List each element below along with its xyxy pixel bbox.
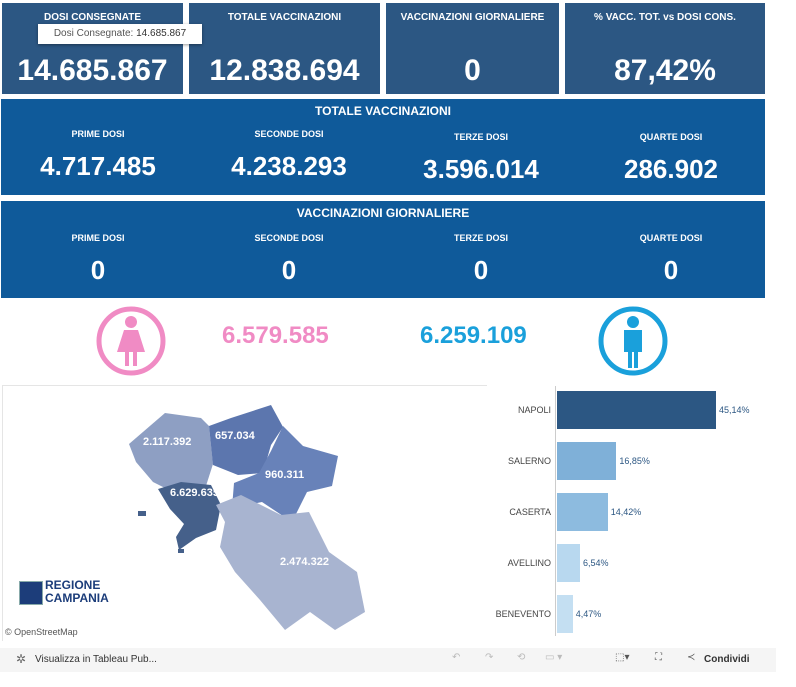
- cell-value: 0: [90, 255, 106, 285]
- cell-quarte: QUARTE DOSI 286.902: [576, 132, 766, 185]
- cell-label: QUARTE DOSI: [639, 233, 703, 243]
- bar-axis-line: [555, 386, 556, 636]
- cell-value: 4.717.485: [40, 151, 156, 181]
- tableau-icon: ✲: [16, 652, 27, 666]
- share-icon: ≺: [687, 652, 696, 663]
- bar-label: CASERTA: [509, 507, 551, 517]
- pause-icon[interactable]: ▭ ▾: [545, 652, 563, 663]
- panel-title: VACCINAZIONI GIORNALIERE: [296, 206, 470, 220]
- kpi-vaccinazioni-giornaliere[interactable]: VACCINAZIONI GIORNALIERE 0: [386, 3, 559, 94]
- bar-value-label: 45,14%: [719, 405, 750, 415]
- map-label-avellino: 960.311: [265, 469, 305, 481]
- bar[interactable]: [557, 442, 617, 480]
- cell-value: 0: [281, 255, 297, 285]
- cell-value: 4.238.293: [231, 151, 347, 181]
- cell-value: 0: [473, 255, 489, 285]
- bar-value-label: 14,42%: [610, 507, 642, 517]
- province-caserta: [129, 413, 213, 493]
- cell-value: 3.596.014: [423, 154, 539, 184]
- cell-prime: PRIME DOSI 4.717.485: [3, 129, 193, 182]
- bar-value-label: 16,85%: [619, 456, 650, 466]
- province-benevento: [209, 405, 283, 475]
- kpi-value: 14.685.867: [17, 54, 168, 87]
- share-button[interactable]: Condividi: [704, 654, 750, 665]
- kpi-dosi-consegnate[interactable]: DOSI CONSEGNATE 14.685.867: [2, 3, 183, 94]
- cell-quarte: QUARTE DOSI 0: [576, 233, 766, 286]
- cell-label: SECONDE DOSI: [254, 233, 324, 243]
- cell-label: PRIME DOSI: [71, 233, 125, 243]
- cell-label: TERZE DOSI: [453, 233, 508, 243]
- cell-prime: PRIME DOSI 0: [3, 233, 193, 286]
- bar[interactable]: [557, 391, 716, 429]
- vaccinazioni-giornaliere-panel: VACCINAZIONI GIORNALIERE PRIME DOSI 0 SEC…: [1, 201, 765, 298]
- bar-label: AVELLINO: [507, 558, 551, 568]
- download-icon[interactable]: ⬚▾: [615, 652, 630, 663]
- map[interactable]: 2.117.392 657.034 960.311 6.629.635 2.47…: [2, 385, 487, 641]
- map-label-benevento: 657.034: [215, 430, 255, 442]
- bar-value-label: 4,47%: [575, 609, 602, 619]
- kpi-value: 87,42%: [614, 54, 716, 87]
- kpi-percentuale[interactable]: % VACC. TOT. vs DOSI CONS. 87,42%: [565, 3, 765, 94]
- kpi-title: VACCINAZIONI GIORNALIERE: [400, 12, 545, 23]
- bar-label: SALERNO: [507, 456, 551, 466]
- kpi-title: TOTALE VACCINAZIONI: [227, 12, 342, 23]
- map-label-salerno: 2.474.322: [280, 556, 329, 568]
- cell-terze: TERZE DOSI 0: [386, 233, 576, 286]
- male-count: 6.259.109: [420, 322, 527, 349]
- fullscreen-icon[interactable]: ⛶: [655, 652, 662, 663]
- bar-label: BENEVENTO: [495, 609, 551, 619]
- totale-vaccinazioni-panel: TOTALE VACCINAZIONI PRIME DOSI 4.717.485 …: [1, 99, 765, 195]
- redo-icon[interactable]: ↷: [485, 652, 494, 663]
- panel-title: TOTALE VACCINAZIONI: [315, 104, 451, 118]
- revert-icon[interactable]: ⟲: [517, 652, 526, 663]
- map-attribution[interactable]: © OpenStreetMap: [5, 627, 78, 637]
- cell-label: SECONDE DOSI: [254, 129, 324, 139]
- campania-map[interactable]: [3, 386, 487, 641]
- tooltip-label: Dosi Consegnate:: [53, 28, 134, 39]
- bar[interactable]: [557, 493, 608, 531]
- cell-terze: TERZE DOSI 3.596.014: [386, 132, 576, 185]
- logo-line-1: REGIONE: [45, 578, 101, 592]
- regione-campania-logo: REGIONE CAMPANIA: [18, 579, 118, 609]
- province-avellino: [232, 426, 338, 522]
- undo-icon[interactable]: ↶: [452, 652, 461, 663]
- cell-seconde: SECONDE DOSI 0: [194, 233, 384, 286]
- female-icon: [96, 306, 166, 376]
- province-salerno: [216, 495, 365, 630]
- tooltip: Dosi Consegnate: 14.685.867: [38, 24, 202, 44]
- logo-line-2: CAMPANIA: [45, 591, 109, 605]
- kpi-totale-vaccinazioni[interactable]: TOTALE VACCINAZIONI 12.838.694: [189, 3, 380, 94]
- bar[interactable]: [557, 544, 581, 582]
- bar[interactable]: [557, 595, 573, 633]
- cell-label: QUARTE DOSI: [639, 132, 703, 142]
- cell-label: TERZE DOSI: [453, 132, 508, 142]
- map-label-caserta: 2.117.392: [143, 436, 192, 448]
- tooltip-value: 14.685.867: [136, 28, 187, 39]
- female-count: 6.579.585: [222, 322, 329, 349]
- cell-seconde: SECONDE DOSI 4.238.293: [194, 129, 384, 182]
- bar-label: NAPOLI: [517, 405, 551, 415]
- kpi-title: DOSI CONSEGNATE: [43, 12, 142, 23]
- bar-value-label: 6,54%: [583, 558, 609, 568]
- province-napoli: [138, 482, 221, 553]
- tableau-toolbar: ✲ Visualizza in Tableau Pub... ↶ ↷ ⟲ ▭ ▾…: [0, 648, 776, 672]
- cell-label: PRIME DOSI: [71, 129, 125, 139]
- male-icon: [598, 306, 668, 376]
- cell-value: 286.902: [624, 154, 718, 184]
- view-in-tableau-public-link[interactable]: Visualizza in Tableau Pub...: [35, 654, 157, 665]
- cell-value: 0: [663, 255, 679, 285]
- kpi-value: 12.838.694: [209, 54, 360, 87]
- kpi-title: % VACC. TOT. vs DOSI CONS.: [594, 12, 736, 23]
- kpi-value: 0: [464, 54, 481, 87]
- map-label-napoli: 6.629.635: [170, 487, 219, 499]
